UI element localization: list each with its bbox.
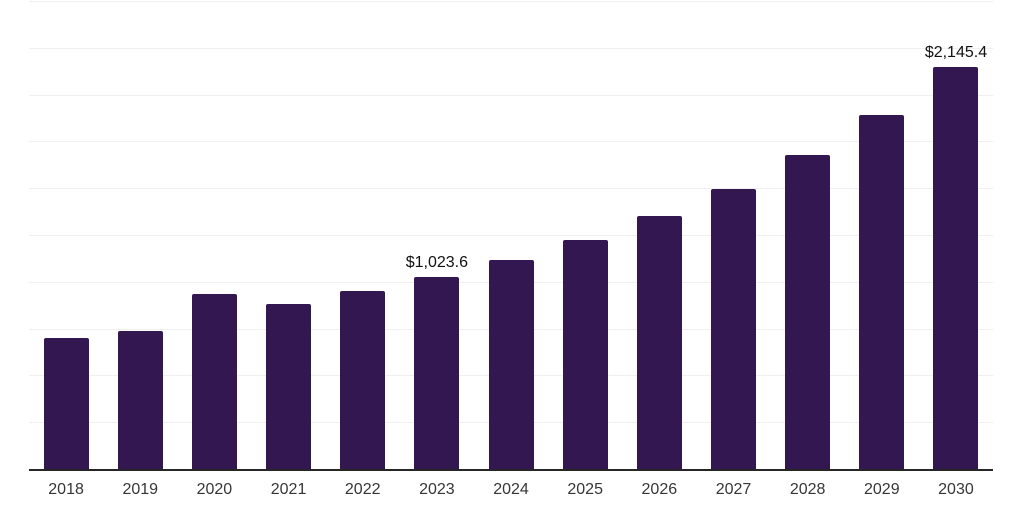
x-tick-label-2023: 2023: [419, 481, 455, 498]
x-tick-label-2028: 2028: [789, 481, 826, 498]
x-axis-line: [29, 469, 993, 471]
bar-cell-2026: [622, 1, 696, 469]
bar-2018: [43, 337, 89, 469]
plot-area: $1,023.6 $2,145.4: [29, 1, 993, 469]
bar-2019: [117, 331, 163, 469]
bar-cell-2029: [845, 1, 919, 469]
x-tick-label-2029: 2029: [864, 481, 900, 498]
bar-2025: [562, 239, 608, 469]
bar-2030: [933, 67, 979, 469]
bar-cell-2025: [548, 1, 622, 469]
bar-2024: [488, 259, 534, 469]
x-tick-label-2027: 2027: [715, 481, 752, 498]
bars-row: $1,023.6 $2,145.4: [29, 1, 993, 469]
x-tick-label-2025: 2025: [567, 481, 603, 498]
bar-cell-2021: [251, 1, 325, 469]
gridline: [29, 235, 993, 236]
x-tick-label-2030: 2030: [938, 481, 974, 498]
bar-value-label-2023: $1,023.6: [405, 254, 468, 272]
gridline: [29, 188, 993, 190]
bar-2020: [191, 294, 237, 469]
bar-cell-2024: [474, 1, 548, 469]
x-tick-label-2020: 2020: [196, 481, 233, 498]
x-tick-label-2024: 2024: [493, 481, 529, 498]
bar-2022: [340, 291, 386, 469]
bar-cell-2020: [177, 1, 251, 469]
bar-2028: [785, 154, 831, 469]
bar-cell-2030: $2,145.4: [919, 1, 993, 469]
x-tick-label-2026: 2026: [641, 481, 678, 498]
gridline: [29, 1, 993, 2]
bar-cell-2018: [29, 1, 103, 469]
gridline: [29, 94, 993, 96]
bar-cell-2023: $1,023.6: [400, 1, 474, 469]
gridline: [29, 47, 993, 49]
x-tick-label-2022: 2022: [344, 481, 381, 498]
gridline: [29, 141, 993, 143]
x-tick-label-2019: 2019: [122, 481, 159, 498]
bar-cell-2028: [771, 1, 845, 469]
bar-2027: [710, 188, 756, 469]
bar-2023: [414, 277, 460, 469]
bar-value-label-2030: $2,145.4: [924, 44, 988, 62]
bar-2021: [266, 304, 312, 469]
x-tick-label-2018: 2018: [48, 481, 84, 498]
bar-2026: [636, 215, 682, 469]
bar-2029: [859, 114, 905, 469]
x-tick-label-2021: 2021: [270, 481, 307, 498]
bar-cell-2019: [103, 1, 177, 469]
x-axis-labels: 2018 2019 2020 2021 2022 2023 2024 2025 2026 2027…: [29, 480, 993, 499]
bar-cell-2027: [696, 1, 770, 469]
bar-cell-2022: [326, 1, 400, 469]
